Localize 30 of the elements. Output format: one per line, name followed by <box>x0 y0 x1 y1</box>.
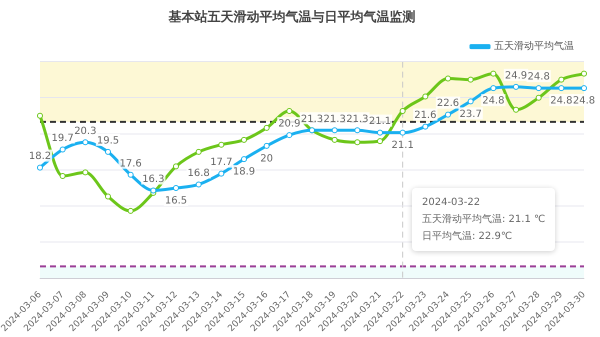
data-label: 19.5 <box>96 136 120 147</box>
data-label: 24.9 <box>504 70 528 82</box>
data-label: 20 <box>260 153 274 164</box>
data-label: 21.3 <box>300 114 324 125</box>
chart-title: 基本站五天滑动平均气温与日平均气温监测 <box>168 10 416 26</box>
data-label: 16.3 <box>142 174 164 186</box>
data-label: 21.3 <box>346 114 368 125</box>
data-label: 24.8 <box>572 96 596 107</box>
data-label: 21.3 <box>324 114 346 125</box>
data-label: 21.6 <box>414 110 436 122</box>
data-label: 24.8 <box>482 96 504 107</box>
data-label: 19.7 <box>52 133 74 144</box>
data-label: 21.1 <box>368 116 392 128</box>
annotation: 日平均气温: 22.9℃ <box>422 230 514 244</box>
data-label: 18.2 <box>28 151 52 162</box>
data-label: 18.9 <box>232 166 256 178</box>
data-label: 20.3 <box>74 126 96 137</box>
data-label: 17.6 <box>120 158 142 170</box>
data-label: 23.7 <box>460 108 482 120</box>
data-label: 21.1 <box>392 140 414 152</box>
data-label: 17.7 <box>210 157 232 168</box>
data-label: 24.8 <box>528 72 550 83</box>
data-label: 20.9 <box>278 118 300 130</box>
legend-label: 五天滑动平均气温 <box>494 40 574 52</box>
data-label: 22.6 <box>436 98 460 110</box>
data-label: 16.5 <box>164 196 188 207</box>
annotation: 五天滑动平均气温: 21.1 ℃ <box>422 213 546 227</box>
annotation: 2024-03-22 <box>422 196 482 210</box>
data-label: 16.8 <box>188 168 210 180</box>
data-label: 24.8 <box>550 96 572 107</box>
